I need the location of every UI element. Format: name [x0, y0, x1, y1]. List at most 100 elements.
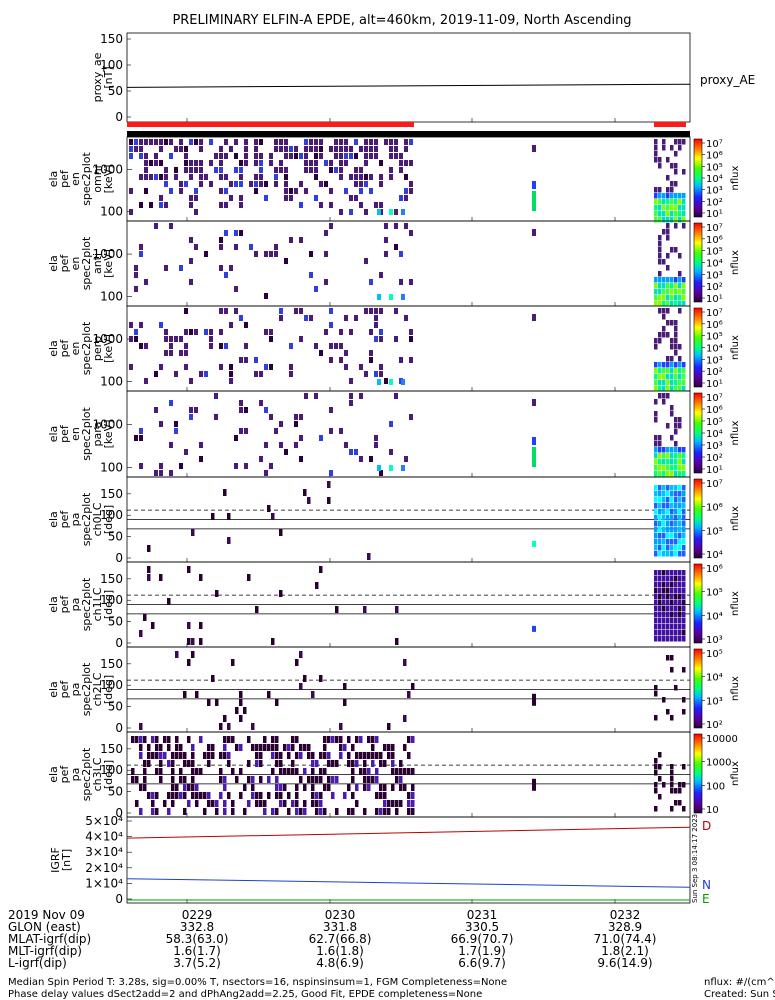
spectrum-cell — [654, 471, 658, 477]
spectrum-cell — [259, 160, 263, 166]
spectrum-cell — [239, 160, 243, 166]
spectrum-cell — [294, 421, 298, 427]
spectrum-cell — [662, 380, 666, 386]
pitch-angle-cell — [327, 736, 331, 743]
spectrum-cell — [329, 343, 333, 349]
spectrum-cell — [670, 181, 674, 187]
spectrum-cell — [219, 167, 223, 173]
spectrum-cell — [394, 308, 398, 314]
spectrum-cell — [662, 393, 666, 399]
spectrum-cell — [682, 199, 686, 205]
spectrum-cell — [329, 470, 333, 476]
pitch-angle-cell — [658, 551, 662, 557]
y-tick-label: 100 — [100, 58, 123, 72]
pitch-angle-cell — [311, 760, 315, 767]
spectrum-cell — [670, 289, 674, 295]
pitch-angle-cell — [247, 760, 251, 767]
spectrum-cell — [159, 160, 163, 166]
y-axis-label-line: pef — [58, 424, 71, 443]
x-axis-value: 1.6(1.8) — [316, 944, 364, 958]
spectrum-cell — [379, 174, 383, 180]
pitch-angle-cell — [407, 808, 411, 815]
pitch-angle-cell — [315, 800, 319, 807]
spectrum-cell — [678, 301, 682, 307]
pitch-angle-cell — [658, 594, 662, 600]
y-axis-label-line: pef — [58, 510, 71, 529]
pitch-angle-cell — [662, 600, 666, 606]
spectrum-cell — [654, 435, 658, 441]
y-axis-label-line: ela — [47, 511, 60, 528]
spectrum-cell — [666, 205, 670, 211]
pitch-angle-cell — [339, 744, 343, 751]
spectrum-cell — [164, 202, 168, 208]
spectrum-cell — [339, 428, 343, 434]
pitch-angle-cell — [678, 545, 682, 551]
spectrum-cell — [394, 223, 398, 229]
pitch-angle-cell — [139, 630, 143, 637]
spectrum-cell — [359, 167, 363, 173]
spectrum-cell — [374, 442, 378, 448]
pitch-angle-cell — [327, 784, 331, 791]
spectrum-cell — [662, 217, 666, 223]
pitch-angle-cell — [263, 744, 267, 751]
y-tick-label: 4×10⁴ — [85, 830, 123, 844]
spectrum-cell — [666, 295, 670, 301]
spectrum-cell — [269, 160, 273, 166]
pitch-angle-cell — [670, 545, 674, 551]
spectrum-cell — [654, 453, 658, 459]
pitch-angle-cell — [275, 792, 279, 799]
spectrum-cell — [364, 139, 368, 145]
pitch-angle-cell — [147, 566, 151, 573]
spectrum-cell — [339, 329, 343, 335]
spectrum-cell — [674, 139, 678, 145]
spectrum-cell — [654, 459, 658, 465]
spectrum-cell — [194, 139, 198, 145]
spectrum-cell — [654, 368, 658, 374]
pitch-angle-cell — [179, 768, 183, 775]
pitch-angle-cell — [171, 752, 175, 759]
pitch-angle-cell — [335, 776, 339, 783]
pitch-angle-cell — [239, 715, 243, 722]
y-axis-label-line: anti — [91, 253, 104, 274]
y-tick-label: 0 — [115, 636, 123, 650]
pitch-angle-cell — [654, 788, 658, 794]
spectrum-cell — [324, 181, 328, 187]
y-axis-label-line: perp — [91, 336, 104, 361]
pitch-angle-cell — [139, 736, 143, 743]
pitch-angle-cell — [335, 808, 339, 815]
spectrum-cell — [339, 209, 343, 215]
spectrum-cell — [189, 195, 193, 201]
spectrum-cell — [274, 181, 278, 187]
pitch-angle-cell — [654, 491, 658, 497]
pitch-angle-cell — [219, 723, 223, 730]
pitch-angle-cell — [654, 630, 658, 636]
pitch-angle-cell — [311, 784, 315, 791]
y-axis-label-line: ela — [47, 766, 60, 783]
spectrum-cell — [224, 272, 228, 278]
spectrum-cell — [662, 211, 666, 217]
pitch-angle-cell — [363, 768, 367, 775]
spectrum-cell — [229, 181, 233, 187]
pitch-angle-cell — [255, 760, 259, 767]
spectrum-cell — [299, 181, 303, 187]
spectrum-cell — [682, 301, 686, 307]
spectrum-cell — [359, 181, 363, 187]
pitch-angle-cell — [403, 659, 407, 666]
colorbar-tick-label: 10² — [706, 453, 723, 464]
spectrum-cell — [314, 146, 318, 152]
spectrum-cell — [269, 329, 273, 335]
colorbar-tick-label: 10⁵ — [706, 526, 723, 537]
y-tick-label: 1000 — [92, 417, 123, 431]
pitch-angle-cell — [223, 800, 227, 807]
pitch-angle-cell — [379, 752, 383, 759]
pitch-angle-cell — [271, 513, 275, 520]
y-tick-label: 100 — [100, 763, 123, 777]
spectrum-cell — [259, 167, 263, 173]
pitch-angle-cell — [674, 509, 678, 515]
spectrum-cell — [314, 343, 318, 349]
pitch-angle-cell — [662, 515, 666, 521]
colorbar-tick-label: 10² — [706, 282, 723, 293]
spectrum-cell — [354, 153, 358, 159]
pitch-angle-cell — [275, 699, 279, 706]
spectrum-cell — [189, 174, 193, 180]
